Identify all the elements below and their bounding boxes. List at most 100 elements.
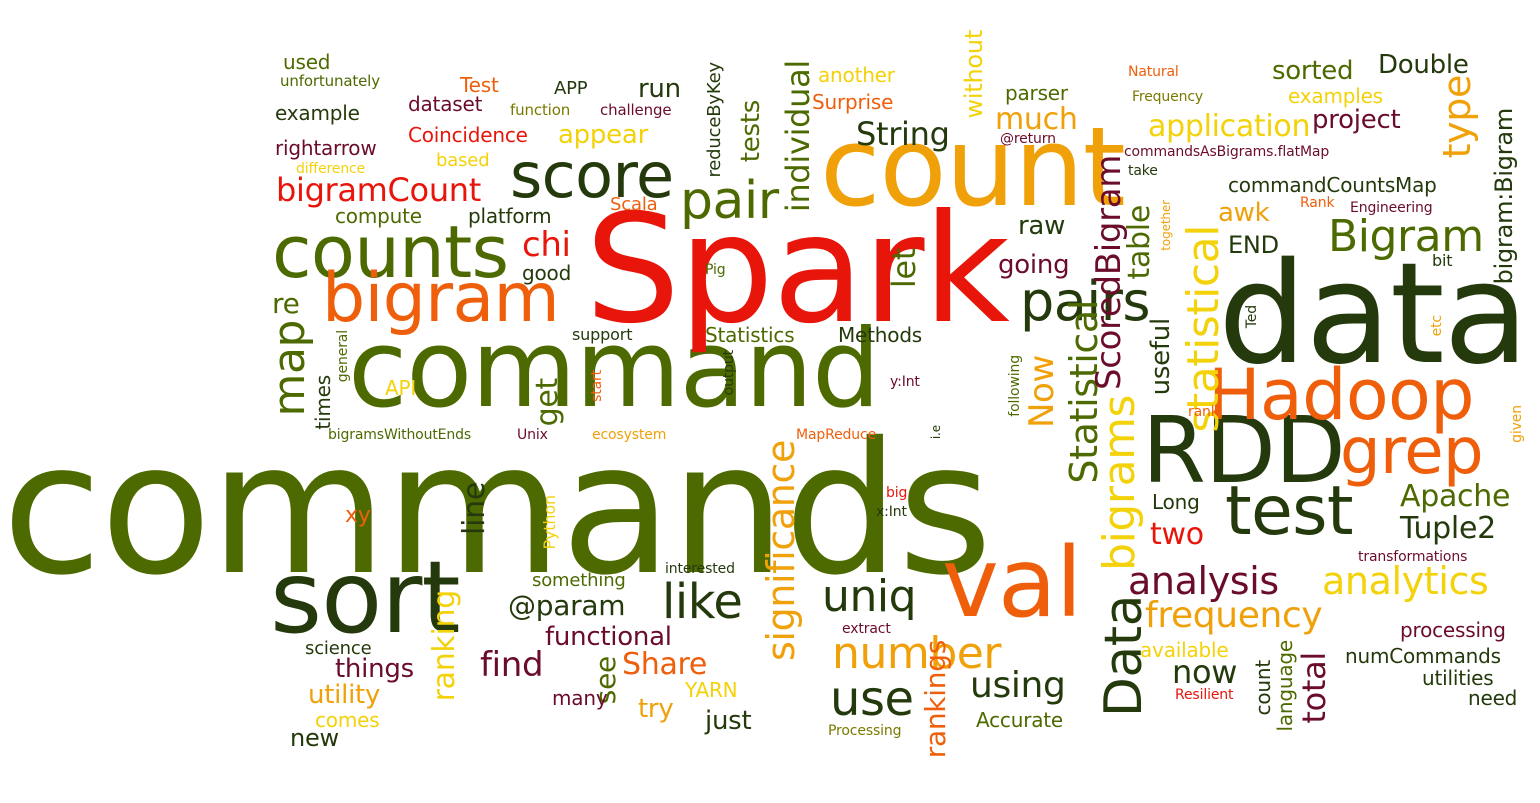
- word: times: [311, 375, 335, 430]
- word: count: [820, 103, 1126, 231]
- word: Pig: [705, 262, 726, 278]
- word: without: [960, 30, 988, 119]
- word: sorted: [1272, 56, 1354, 86]
- word: Frequency: [1132, 89, 1204, 105]
- word: following: [1007, 355, 1023, 417]
- word: Unix: [517, 427, 548, 443]
- word: Python: [540, 495, 559, 550]
- word: big: [886, 485, 908, 501]
- word: bit: [1432, 251, 1453, 270]
- word: based: [436, 150, 490, 171]
- word: take: [1128, 163, 1158, 179]
- word: run: [638, 74, 681, 104]
- word: score: [510, 139, 674, 212]
- word: try: [638, 694, 674, 724]
- word: new: [290, 724, 339, 752]
- word: examples: [1288, 84, 1383, 108]
- word: analysis: [1128, 559, 1279, 603]
- word: processing: [1400, 618, 1506, 642]
- word: Tuple2: [1400, 511, 1496, 546]
- word: parser: [1005, 81, 1068, 105]
- word: counts: [272, 210, 509, 294]
- word: re: [272, 287, 300, 320]
- word: ScoredBigram: [1089, 155, 1129, 391]
- word: Ted: [1244, 305, 1260, 329]
- word: Apache: [1400, 479, 1511, 514]
- word: pair: [680, 171, 779, 231]
- word: i.e: [929, 425, 943, 440]
- word: chi: [522, 225, 571, 265]
- word: Statistics: [705, 323, 795, 347]
- word: two: [1150, 517, 1204, 552]
- word: used: [283, 50, 331, 74]
- word: line: [457, 482, 492, 535]
- word: just: [705, 706, 752, 736]
- word: Test: [460, 73, 499, 97]
- word: good: [522, 261, 572, 285]
- word: now: [1172, 653, 1238, 691]
- word: Scala: [610, 194, 658, 215]
- word: use: [830, 671, 914, 727]
- word: platform: [468, 204, 552, 228]
- word: ecosystem: [592, 427, 667, 443]
- word: general: [335, 330, 351, 383]
- word: Bigram: [1328, 211, 1484, 262]
- word: something: [532, 570, 626, 591]
- word: many: [552, 686, 608, 710]
- word: String: [856, 115, 950, 153]
- word: RDD: [1142, 397, 1346, 504]
- word: etc: [1429, 315, 1445, 337]
- word: available: [1140, 638, 1229, 662]
- word: function: [510, 101, 571, 119]
- word: challenge: [600, 101, 672, 119]
- word: get: [530, 378, 565, 427]
- word: things: [335, 654, 414, 684]
- word: statistical: [1178, 225, 1229, 433]
- word: @return: [1000, 131, 1056, 147]
- word: given: [1509, 405, 1525, 443]
- word: y:Int: [890, 374, 920, 390]
- word: bigram:Bigram: [1490, 108, 1518, 285]
- word: like: [662, 574, 743, 630]
- word: @param: [508, 589, 626, 622]
- word: pairs: [1020, 270, 1151, 333]
- word: science: [305, 638, 372, 659]
- word: transformations: [1358, 549, 1468, 565]
- word: output: [721, 350, 737, 396]
- word: Hadoop: [1208, 354, 1475, 436]
- word: Surprise: [812, 90, 894, 114]
- word: functional: [545, 622, 672, 652]
- word: MapReduce: [796, 427, 877, 443]
- word: numCommands: [1345, 644, 1501, 668]
- word: test: [1225, 472, 1354, 551]
- word: useful: [1146, 318, 1176, 396]
- word: val: [942, 527, 1082, 639]
- word: extract: [842, 621, 891, 637]
- word: frequency: [1145, 595, 1323, 636]
- word: APP: [554, 78, 588, 99]
- word: analytics: [1322, 559, 1489, 603]
- word: project: [1312, 105, 1401, 135]
- word: Resilient: [1175, 687, 1234, 703]
- word: rightarrow: [275, 136, 377, 160]
- word: let: [885, 248, 923, 289]
- word: map: [264, 320, 315, 417]
- word: reduceByKey: [704, 62, 725, 178]
- word: utilities: [1422, 666, 1494, 690]
- word: Natural: [1128, 64, 1179, 80]
- word: support: [572, 325, 633, 344]
- word: example: [275, 101, 360, 125]
- word: start: [589, 370, 605, 402]
- word: Share: [622, 647, 708, 682]
- word: bigram: [322, 259, 560, 338]
- word: tests: [736, 100, 766, 163]
- word: much: [995, 102, 1078, 137]
- word: awk: [1218, 198, 1270, 228]
- word: bigramCount: [276, 171, 481, 209]
- word: Methods: [838, 323, 923, 347]
- word: compute: [335, 204, 422, 228]
- word: Spark: [585, 183, 1010, 357]
- word: Double: [1378, 50, 1469, 80]
- word: rank: [1188, 404, 1219, 420]
